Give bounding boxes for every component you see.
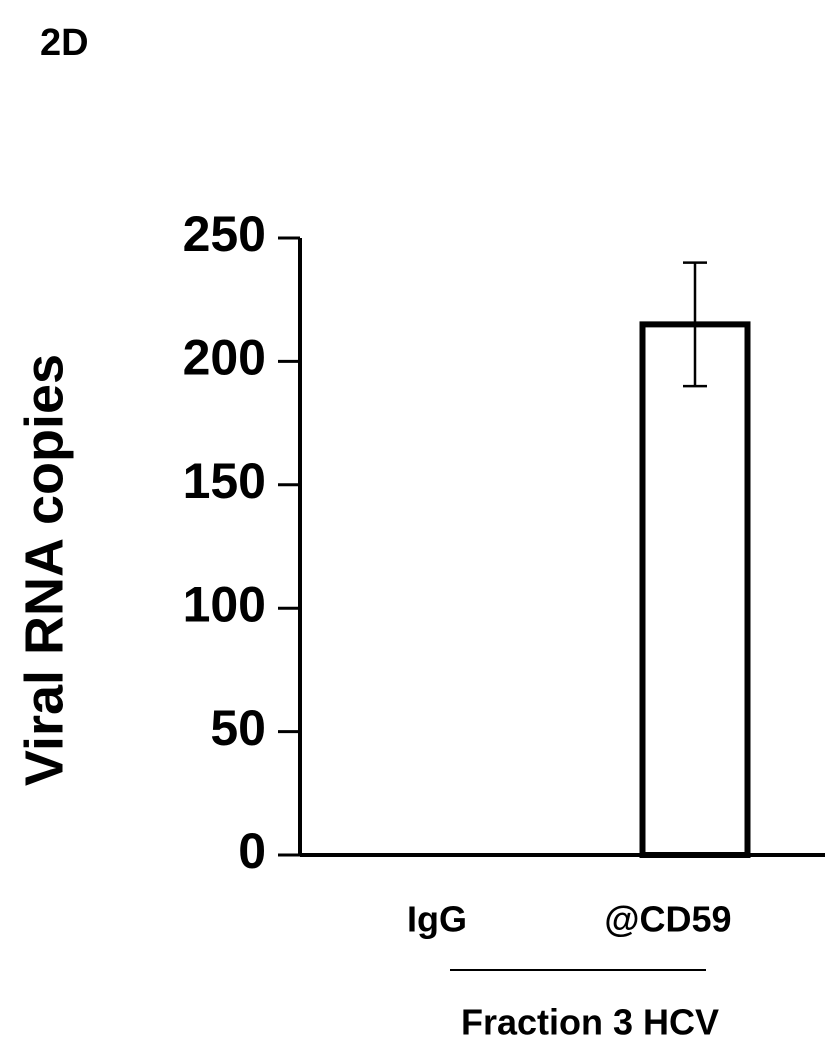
chart-title: 2D (40, 22, 89, 64)
x-tick-label: @CD59 (604, 899, 731, 940)
x-tick-label: IgG (407, 899, 467, 940)
y-axis-label: Viral RNA copies (14, 354, 74, 786)
y-tick-label: 0 (238, 823, 266, 879)
y-tick-label: 250 (183, 206, 266, 262)
group-label: Fraction 3 HCV (461, 1002, 719, 1043)
y-tick-label: 100 (183, 576, 266, 632)
y-tick-label: 50 (210, 700, 266, 756)
y-tick-label: 150 (183, 453, 266, 509)
bar (639, 321, 751, 858)
y-tick-label: 200 (183, 330, 266, 386)
